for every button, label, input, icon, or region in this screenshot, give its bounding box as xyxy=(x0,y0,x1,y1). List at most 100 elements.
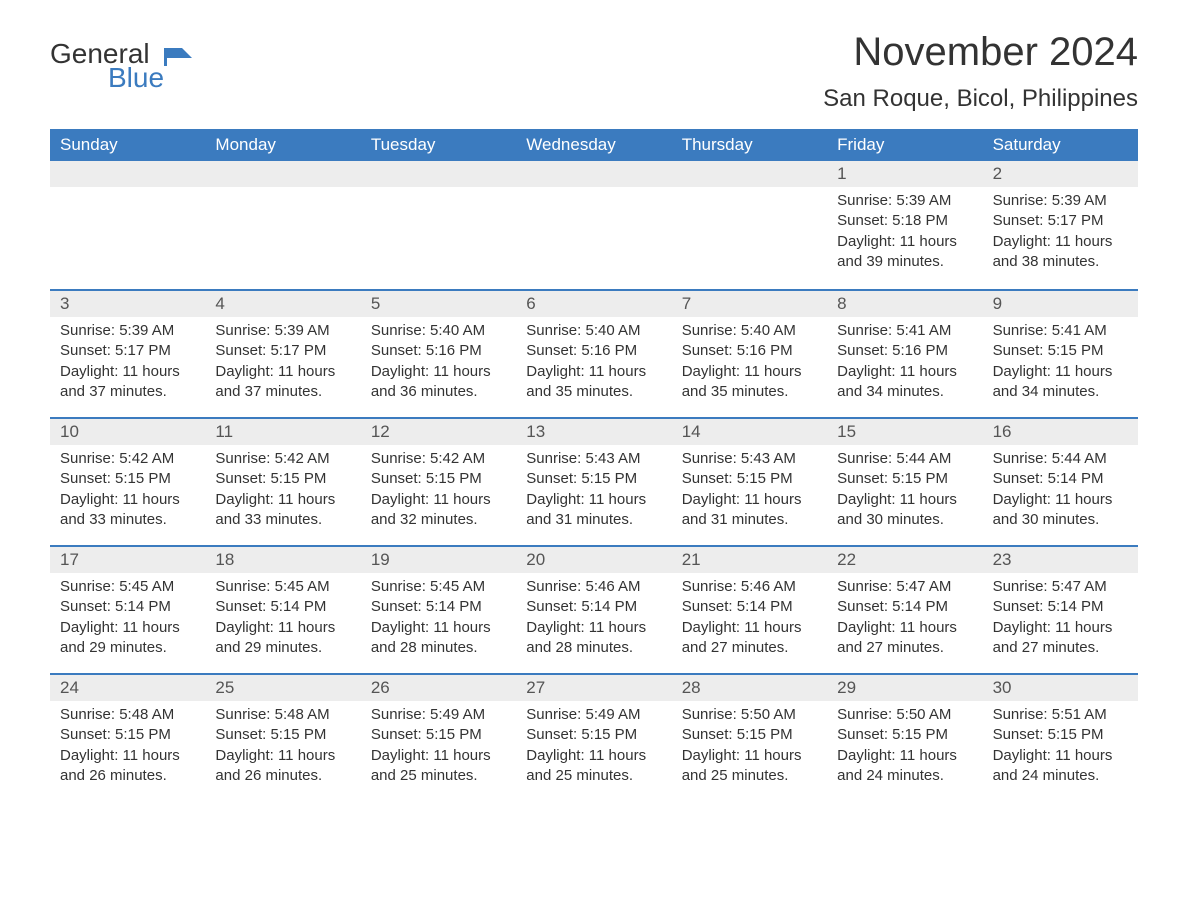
calendar: SundayMondayTuesdayWednesdayThursdayFrid… xyxy=(50,129,1138,801)
sunset-text: Sunset: 5:15 PM xyxy=(215,725,350,745)
day-cell xyxy=(672,161,827,289)
day-cell: 22Sunrise: 5:47 AMSunset: 5:14 PMDayligh… xyxy=(827,547,982,673)
day-cell: 19Sunrise: 5:45 AMSunset: 5:14 PMDayligh… xyxy=(361,547,516,673)
month-title: November 2024 xyxy=(823,30,1138,75)
sunrise-text: Sunrise: 5:39 AM xyxy=(60,321,195,341)
day-number: 5 xyxy=(361,291,516,317)
sunset-text: Sunset: 5:15 PM xyxy=(837,725,972,745)
day-number xyxy=(361,161,516,187)
day-cell xyxy=(50,161,205,289)
weekday-header: Sunday xyxy=(50,129,205,161)
weekday-header-row: SundayMondayTuesdayWednesdayThursdayFrid… xyxy=(50,129,1138,161)
daylight-text: Daylight: 11 hours and 34 minutes. xyxy=(837,362,972,403)
sunset-text: Sunset: 5:16 PM xyxy=(526,341,661,361)
sunset-text: Sunset: 5:14 PM xyxy=(682,597,817,617)
sunrise-text: Sunrise: 5:44 AM xyxy=(837,449,972,469)
day-body: Sunrise: 5:41 AMSunset: 5:16 PMDaylight:… xyxy=(827,317,982,406)
sunset-text: Sunset: 5:17 PM xyxy=(993,211,1128,231)
sunrise-text: Sunrise: 5:42 AM xyxy=(371,449,506,469)
sunrise-text: Sunrise: 5:40 AM xyxy=(371,321,506,341)
day-number: 17 xyxy=(50,547,205,573)
weeks-container: 1Sunrise: 5:39 AMSunset: 5:18 PMDaylight… xyxy=(50,161,1138,801)
daylight-text: Daylight: 11 hours and 34 minutes. xyxy=(993,362,1128,403)
day-cell: 4Sunrise: 5:39 AMSunset: 5:17 PMDaylight… xyxy=(205,291,360,417)
sunset-text: Sunset: 5:15 PM xyxy=(682,469,817,489)
day-cell xyxy=(361,161,516,289)
daylight-text: Daylight: 11 hours and 30 minutes. xyxy=(993,490,1128,531)
week-row: 24Sunrise: 5:48 AMSunset: 5:15 PMDayligh… xyxy=(50,673,1138,801)
daylight-text: Daylight: 11 hours and 35 minutes. xyxy=(682,362,817,403)
day-number: 7 xyxy=(672,291,827,317)
day-cell: 26Sunrise: 5:49 AMSunset: 5:15 PMDayligh… xyxy=(361,675,516,801)
day-number: 1 xyxy=(827,161,982,187)
sunset-text: Sunset: 5:15 PM xyxy=(682,725,817,745)
sunset-text: Sunset: 5:14 PM xyxy=(993,469,1128,489)
day-number: 30 xyxy=(983,675,1138,701)
day-cell: 14Sunrise: 5:43 AMSunset: 5:15 PMDayligh… xyxy=(672,419,827,545)
day-number: 14 xyxy=(672,419,827,445)
day-body: Sunrise: 5:45 AMSunset: 5:14 PMDaylight:… xyxy=(50,573,205,662)
day-cell xyxy=(516,161,671,289)
day-number: 25 xyxy=(205,675,360,701)
weekday-header: Wednesday xyxy=(516,129,671,161)
day-cell: 29Sunrise: 5:50 AMSunset: 5:15 PMDayligh… xyxy=(827,675,982,801)
day-cell: 11Sunrise: 5:42 AMSunset: 5:15 PMDayligh… xyxy=(205,419,360,545)
sunset-text: Sunset: 5:14 PM xyxy=(215,597,350,617)
day-body: Sunrise: 5:48 AMSunset: 5:15 PMDaylight:… xyxy=(50,701,205,790)
day-cell: 9Sunrise: 5:41 AMSunset: 5:15 PMDaylight… xyxy=(983,291,1138,417)
day-body: Sunrise: 5:44 AMSunset: 5:15 PMDaylight:… xyxy=(827,445,982,534)
day-body: Sunrise: 5:42 AMSunset: 5:15 PMDaylight:… xyxy=(361,445,516,534)
day-number: 11 xyxy=(205,419,360,445)
sunrise-text: Sunrise: 5:39 AM xyxy=(837,191,972,211)
day-cell: 27Sunrise: 5:49 AMSunset: 5:15 PMDayligh… xyxy=(516,675,671,801)
sunset-text: Sunset: 5:14 PM xyxy=(60,597,195,617)
daylight-text: Daylight: 11 hours and 24 minutes. xyxy=(837,746,972,787)
logo: General Blue xyxy=(50,40,192,92)
day-cell: 21Sunrise: 5:46 AMSunset: 5:14 PMDayligh… xyxy=(672,547,827,673)
day-body: Sunrise: 5:40 AMSunset: 5:16 PMDaylight:… xyxy=(361,317,516,406)
day-cell: 8Sunrise: 5:41 AMSunset: 5:16 PMDaylight… xyxy=(827,291,982,417)
daylight-text: Daylight: 11 hours and 30 minutes. xyxy=(837,490,972,531)
weekday-header: Monday xyxy=(205,129,360,161)
day-number: 8 xyxy=(827,291,982,317)
daylight-text: Daylight: 11 hours and 26 minutes. xyxy=(60,746,195,787)
sunset-text: Sunset: 5:17 PM xyxy=(215,341,350,361)
weekday-header: Tuesday xyxy=(361,129,516,161)
sunset-text: Sunset: 5:14 PM xyxy=(371,597,506,617)
day-number xyxy=(50,161,205,187)
weekday-header: Friday xyxy=(827,129,982,161)
sunrise-text: Sunrise: 5:40 AM xyxy=(682,321,817,341)
sunset-text: Sunset: 5:15 PM xyxy=(993,725,1128,745)
sunrise-text: Sunrise: 5:47 AM xyxy=(837,577,972,597)
daylight-text: Daylight: 11 hours and 25 minutes. xyxy=(682,746,817,787)
sunrise-text: Sunrise: 5:46 AM xyxy=(682,577,817,597)
day-cell: 3Sunrise: 5:39 AMSunset: 5:17 PMDaylight… xyxy=(50,291,205,417)
sunset-text: Sunset: 5:16 PM xyxy=(371,341,506,361)
day-number: 21 xyxy=(672,547,827,573)
day-number: 20 xyxy=(516,547,671,573)
day-number: 12 xyxy=(361,419,516,445)
daylight-text: Daylight: 11 hours and 29 minutes. xyxy=(60,618,195,659)
sunset-text: Sunset: 5:15 PM xyxy=(993,341,1128,361)
sunrise-text: Sunrise: 5:45 AM xyxy=(371,577,506,597)
day-body: Sunrise: 5:51 AMSunset: 5:15 PMDaylight:… xyxy=(983,701,1138,790)
sunrise-text: Sunrise: 5:44 AM xyxy=(993,449,1128,469)
day-number: 15 xyxy=(827,419,982,445)
day-number: 29 xyxy=(827,675,982,701)
day-number xyxy=(516,161,671,187)
sunrise-text: Sunrise: 5:45 AM xyxy=(60,577,195,597)
sunset-text: Sunset: 5:17 PM xyxy=(60,341,195,361)
day-cell: 30Sunrise: 5:51 AMSunset: 5:15 PMDayligh… xyxy=(983,675,1138,801)
day-number: 13 xyxy=(516,419,671,445)
day-body: Sunrise: 5:40 AMSunset: 5:16 PMDaylight:… xyxy=(516,317,671,406)
daylight-text: Daylight: 11 hours and 32 minutes. xyxy=(371,490,506,531)
day-number: 9 xyxy=(983,291,1138,317)
day-body: Sunrise: 5:47 AMSunset: 5:14 PMDaylight:… xyxy=(827,573,982,662)
day-body: Sunrise: 5:45 AMSunset: 5:14 PMDaylight:… xyxy=(205,573,360,662)
daylight-text: Daylight: 11 hours and 27 minutes. xyxy=(993,618,1128,659)
day-body: Sunrise: 5:43 AMSunset: 5:15 PMDaylight:… xyxy=(672,445,827,534)
sunrise-text: Sunrise: 5:46 AM xyxy=(526,577,661,597)
location: San Roque, Bicol, Philippines xyxy=(823,85,1138,113)
title-block: November 2024 San Roque, Bicol, Philippi… xyxy=(823,30,1138,113)
day-body: Sunrise: 5:49 AMSunset: 5:15 PMDaylight:… xyxy=(516,701,671,790)
